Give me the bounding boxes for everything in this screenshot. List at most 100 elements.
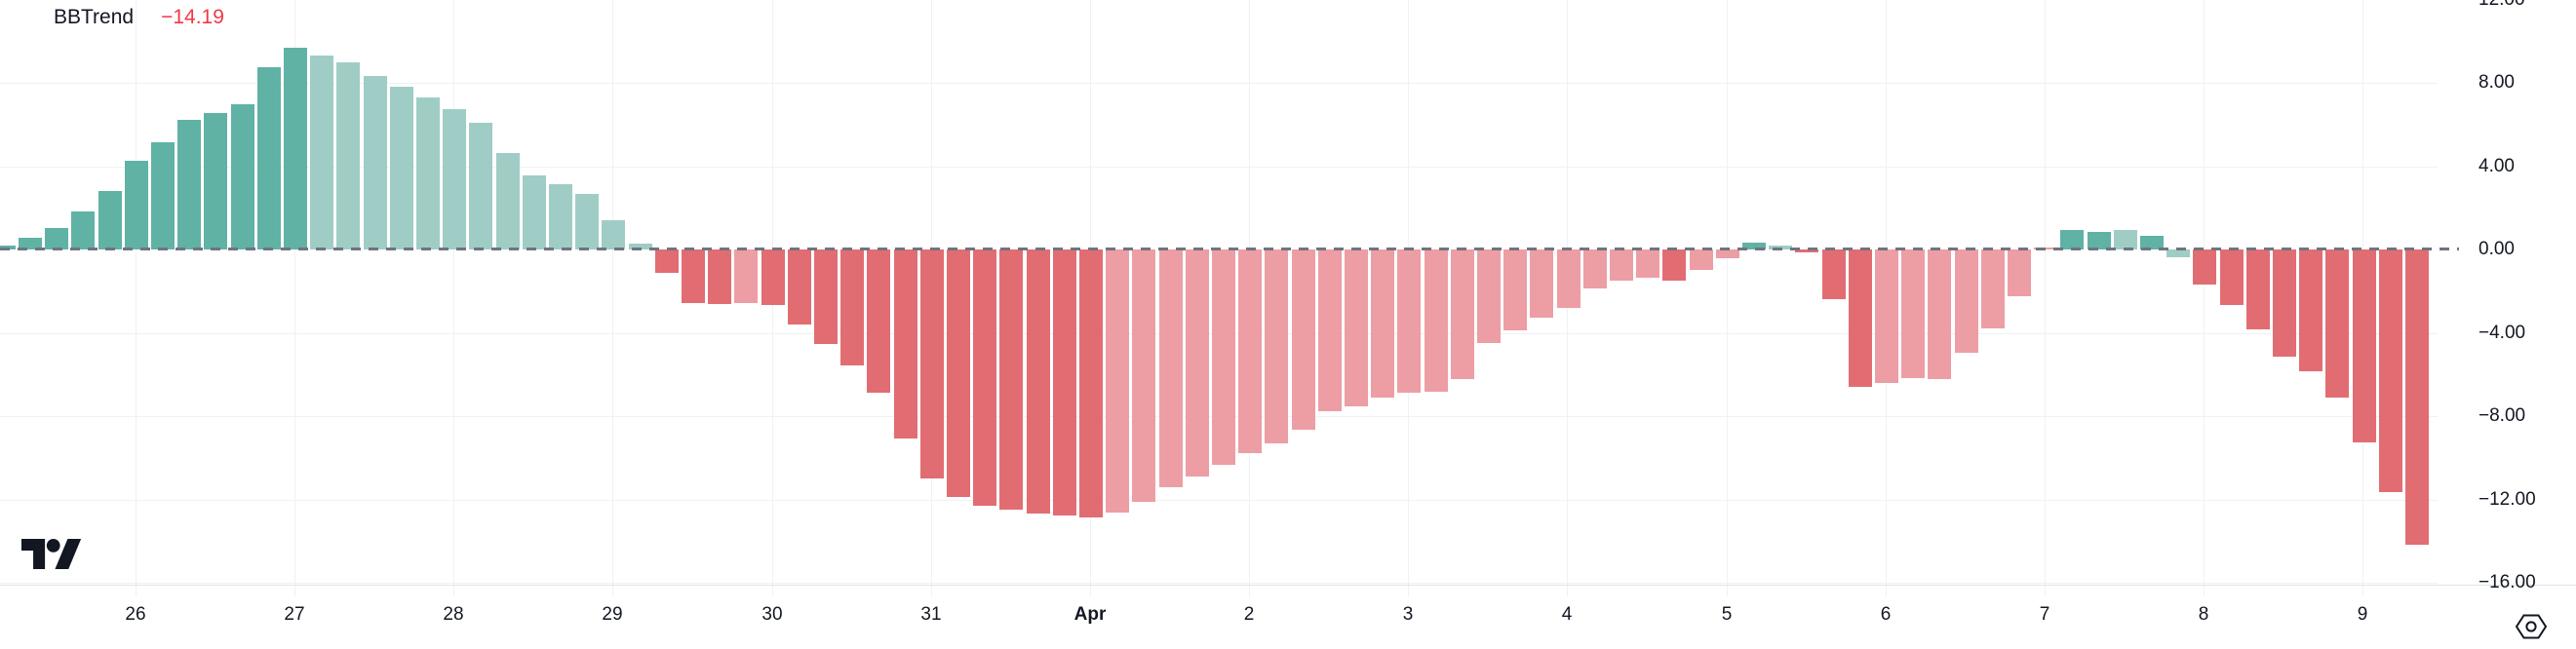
histogram-bar — [19, 238, 42, 249]
histogram-bar — [1345, 249, 1368, 406]
histogram-bar — [787, 249, 811, 324]
horizontal-gridline — [0, 500, 2438, 501]
time-axis-label: 27 — [284, 604, 305, 625]
indicator-value: −14.19 — [161, 6, 224, 28]
histogram-bar — [1503, 249, 1528, 331]
histogram-bar — [1980, 249, 2005, 328]
histogram-bar — [1769, 245, 1793, 249]
histogram-bar — [469, 123, 493, 249]
histogram-bar — [1424, 249, 1448, 392]
histogram-bar — [1106, 249, 1130, 514]
price-axis-label: −16.00 — [2478, 572, 2536, 592]
histogram-bar — [1291, 249, 1315, 431]
histogram-bar — [204, 112, 228, 249]
histogram-bar — [1317, 249, 1342, 411]
histogram-bar — [1132, 249, 1156, 502]
histogram-bar — [2352, 249, 2376, 443]
tradingview-logo-icon — [21, 539, 82, 569]
histogram-bar — [1026, 249, 1050, 514]
histogram-bar — [0, 245, 16, 249]
histogram-bar — [284, 47, 307, 249]
time-axis-label: 2 — [1243, 604, 1255, 625]
histogram-bar — [947, 249, 970, 498]
histogram-bar — [1477, 249, 1501, 343]
histogram-bar — [363, 75, 387, 249]
price-axis-label: 12.00 — [2478, 0, 2525, 11]
histogram-bar — [2378, 249, 2402, 493]
histogram-bar — [2245, 249, 2270, 330]
histogram-bar — [1636, 249, 1660, 279]
histogram-bar — [416, 97, 440, 249]
histogram-bar — [999, 249, 1024, 511]
histogram-bar — [1185, 249, 1209, 477]
histogram-bar — [71, 210, 96, 249]
histogram-bar — [1662, 249, 1687, 282]
histogram-bar — [45, 228, 69, 249]
tradingview-logo[interactable] — [21, 539, 82, 574]
histogram-bar — [2273, 249, 2296, 358]
time-axis-label: 29 — [602, 604, 623, 625]
time-axis-label: 9 — [2357, 604, 2368, 625]
histogram-bar — [973, 249, 997, 507]
pane-settings-button[interactable] — [2512, 610, 2551, 648]
histogram-bar — [2325, 249, 2350, 398]
time-axis-label: 6 — [1880, 604, 1892, 625]
histogram-bar — [1689, 249, 1713, 270]
histogram-bar — [1530, 249, 1554, 318]
time-axis-label: 31 — [920, 604, 942, 625]
vertical-gridline — [453, 0, 454, 596]
time-axis-label: 4 — [1561, 604, 1573, 625]
histogram-bar — [1954, 249, 1978, 353]
histogram-bar — [98, 190, 122, 249]
time-axis-label: 28 — [443, 604, 464, 625]
histogram-bar — [919, 249, 944, 479]
histogram-bar — [893, 249, 917, 439]
histogram-bar — [2219, 249, 2244, 305]
histogram-bar — [654, 249, 679, 273]
price-axis-label: −12.00 — [2478, 489, 2536, 510]
vertical-gridline — [136, 0, 137, 596]
histogram-bar — [734, 249, 759, 303]
time-axis-label: 5 — [1721, 604, 1733, 625]
time-axis-label: Apr — [1073, 604, 1107, 625]
indicator-legend[interactable]: BBTrend −14.19 — [54, 5, 224, 30]
histogram-bar — [2193, 249, 2217, 285]
histogram-bar — [1556, 249, 1581, 309]
histogram-bar — [2008, 249, 2031, 297]
time-axis-label: 3 — [1402, 604, 1414, 625]
histogram-bar — [1848, 249, 1872, 387]
histogram-bar — [2140, 235, 2164, 249]
price-axis-label: −4.00 — [2478, 323, 2526, 343]
histogram-bar — [814, 249, 838, 345]
price-axis-label: 8.00 — [2478, 72, 2515, 93]
histogram-bar — [2299, 249, 2323, 371]
histogram-bar — [1158, 249, 1183, 488]
zero-baseline — [0, 248, 2459, 250]
histogram-bar — [1901, 249, 1926, 379]
time-axis-label: 26 — [125, 604, 146, 625]
histogram-bar — [1371, 249, 1395, 399]
price-axis-label: 4.00 — [2478, 156, 2515, 176]
time-axis-label: 8 — [2198, 604, 2209, 625]
horizontal-gridline — [0, 83, 2438, 84]
histogram-bar — [443, 108, 467, 249]
vertical-gridline — [612, 0, 613, 596]
indicator-chart-canvas[interactable] — [0, 0, 2576, 596]
vertical-gridline — [294, 0, 295, 596]
histogram-bar — [256, 66, 281, 249]
histogram-bar — [1875, 249, 1898, 384]
horizontal-gridline — [0, 583, 2438, 584]
histogram-bar — [575, 194, 600, 249]
histogram-bar — [336, 62, 361, 249]
histogram-bar — [1582, 249, 1607, 288]
histogram-bar — [1079, 249, 1103, 517]
histogram-bar — [1715, 249, 1739, 258]
histogram-bar — [1795, 249, 1819, 253]
vertical-gridline — [1727, 0, 1728, 596]
histogram-bar — [708, 249, 732, 304]
manage-panes-icon — [2515, 614, 2548, 639]
indicator-title: BBTrend — [54, 6, 135, 28]
histogram-bar — [230, 104, 254, 249]
histogram-bar — [1742, 242, 1766, 249]
